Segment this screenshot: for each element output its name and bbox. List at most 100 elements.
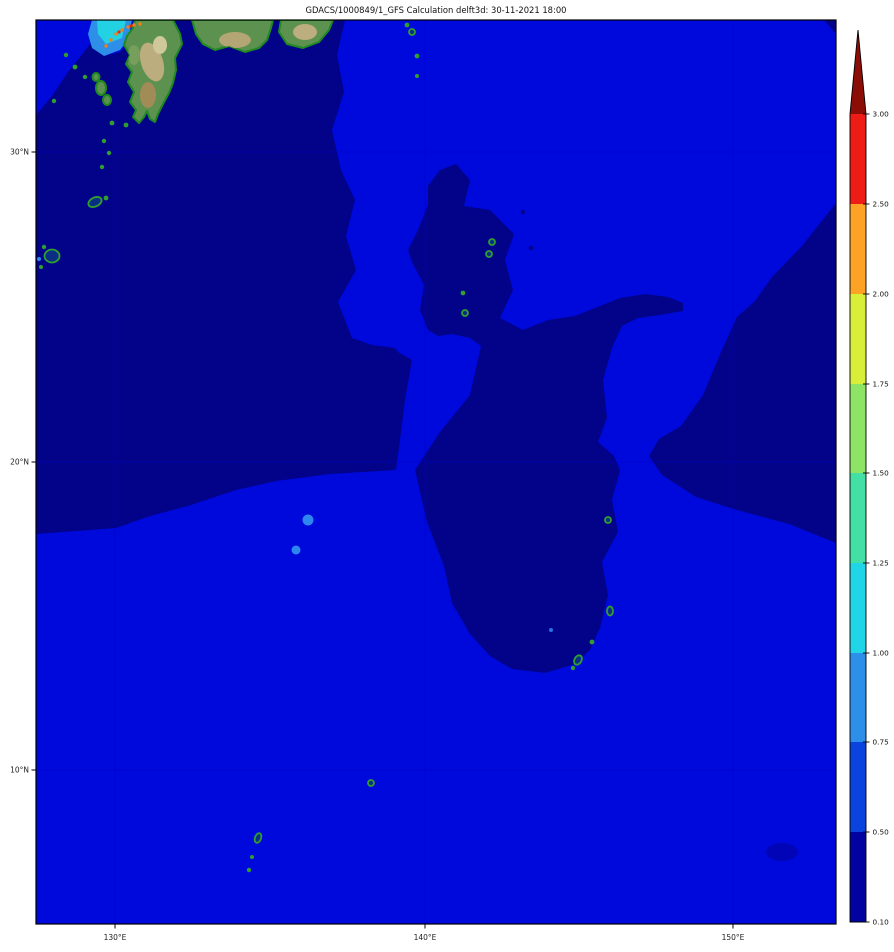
- island-dot: [101, 138, 107, 144]
- island-dot: [109, 120, 115, 126]
- land-amakusa-island: [102, 94, 112, 106]
- wave-band-faint-patch: [766, 843, 798, 861]
- wave-patch-cyan: [97, 20, 126, 44]
- hazard-dot: [138, 22, 142, 26]
- coast-hazard-markers: [104, 22, 142, 48]
- cbar-tick-marks: [863, 113, 870, 923]
- wave-spot: [291, 545, 301, 555]
- hazard-dot: [104, 44, 108, 48]
- island-dot: [404, 22, 410, 28]
- island-ring: [87, 196, 103, 208]
- island-dot: [39, 265, 43, 269]
- island-dot: [570, 665, 576, 671]
- island-dot: [41, 244, 47, 250]
- island-dot: [589, 639, 595, 645]
- island-ring: [573, 654, 583, 666]
- island-ring: [606, 605, 614, 617]
- wave-band-dot: [528, 245, 534, 251]
- figure-title: GDACS/1000849/1_GFS Calculation delft3d:…: [306, 5, 567, 15]
- island-dot: [63, 52, 69, 58]
- land-amakusa-island: [95, 80, 107, 96]
- y-axis: 30°N 20°N 10°N: [10, 148, 36, 775]
- hazard-dot: [117, 30, 121, 34]
- wave-spot: [549, 628, 553, 632]
- cbar-label-0.50: 0.50: [873, 828, 890, 837]
- hazard-dot: [126, 25, 130, 29]
- hazard-orange-dots: [104, 22, 142, 48]
- cbar-seg-0.10-0.50: [850, 832, 866, 922]
- hazard-dot: [109, 38, 113, 42]
- island-ring: [43, 248, 61, 264]
- terrain-highland: [219, 32, 251, 48]
- cbar-seg-2.50-3.00: [850, 114, 866, 204]
- colorbar: 3.00 2.50 2.00 1.75 1.50 1.25 1.00 0.75 …: [849, 29, 890, 927]
- island-ring: [367, 779, 375, 787]
- island-dot: [415, 74, 419, 78]
- island-dot: [460, 290, 466, 296]
- island-dot: [106, 150, 112, 156]
- map-plot-area: [36, 20, 836, 924]
- hazard-dot: [132, 23, 136, 27]
- island-dot: [103, 195, 109, 201]
- cbar-seg-2.00-2.50: [850, 204, 866, 294]
- cbar-label-1.75: 1.75: [873, 380, 889, 389]
- hazard-dot: [129, 24, 133, 28]
- cbar-seg-1.00-1.25: [850, 563, 866, 653]
- wave-light-spots: [37, 257, 553, 632]
- x-tick-label-150e: 150°E: [722, 933, 745, 942]
- island-dot: [72, 64, 78, 70]
- cbar-label-0.75: 0.75: [873, 738, 889, 747]
- cbar-label-3.00: 3.00: [873, 110, 890, 119]
- cbar-label-1.00: 1.00: [873, 649, 890, 658]
- wave-band-regions: [36, 20, 836, 861]
- y-tick-label-10n: 10°N: [10, 766, 29, 775]
- island-ring: [461, 309, 469, 317]
- wave-band-dot: [520, 209, 526, 215]
- ring-islands: [43, 28, 614, 844]
- wave-band-east: [649, 203, 836, 543]
- x-tick-label-130e: 130°E: [104, 933, 127, 942]
- cbar-seg-1.25-1.50: [850, 473, 866, 563]
- island-dot: [250, 855, 254, 859]
- cbar-label-0.10: 0.10: [873, 918, 890, 927]
- hazard-dot: [114, 32, 118, 36]
- terrain-peak: [153, 36, 167, 54]
- wave-band-central: [408, 164, 683, 673]
- small-islands: [39, 22, 595, 873]
- island-ring: [485, 250, 493, 258]
- plot-frame: [35, 19, 837, 925]
- island-ring: [488, 238, 496, 246]
- cbar-seg-1.50-1.75: [850, 384, 866, 473]
- graticule: [36, 20, 836, 924]
- wave-band-west: [36, 20, 412, 534]
- x-tick-marks: [114, 924, 734, 929]
- cbar-seg-1.75-2.00: [850, 294, 866, 384]
- island-dot: [414, 53, 420, 59]
- y-tick-label-20n: 20°N: [10, 458, 29, 467]
- terrain-highland: [293, 24, 317, 40]
- wave-spot: [37, 257, 41, 261]
- cbar-overflow-arrow: [850, 30, 866, 114]
- land-amakusa-island: [91, 72, 101, 82]
- cbar-label-2.00: 2.00: [873, 290, 890, 299]
- island-dot: [99, 164, 105, 170]
- island-ring: [604, 516, 612, 524]
- wave-spot: [302, 514, 314, 526]
- terrain-highland: [140, 82, 156, 108]
- island-ring: [408, 28, 416, 36]
- island-dot: [51, 98, 57, 104]
- cbar-seg-0.75-1.00: [850, 653, 866, 742]
- terrain-shading: [128, 24, 317, 108]
- island-ring: [253, 832, 263, 844]
- x-tick-label-140e: 140°E: [414, 933, 437, 942]
- y-tick-label-30n: 30°N: [10, 148, 29, 157]
- cbar-outline: [849, 29, 867, 923]
- x-axis: 130°E 140°E 150°E: [104, 924, 745, 942]
- island-dot: [123, 122, 129, 128]
- y-tick-marks: [31, 151, 36, 771]
- island-dot: [246, 867, 252, 873]
- cbar-label-2.50: 2.50: [873, 200, 890, 209]
- cbar-label-1.50: 1.50: [873, 469, 890, 478]
